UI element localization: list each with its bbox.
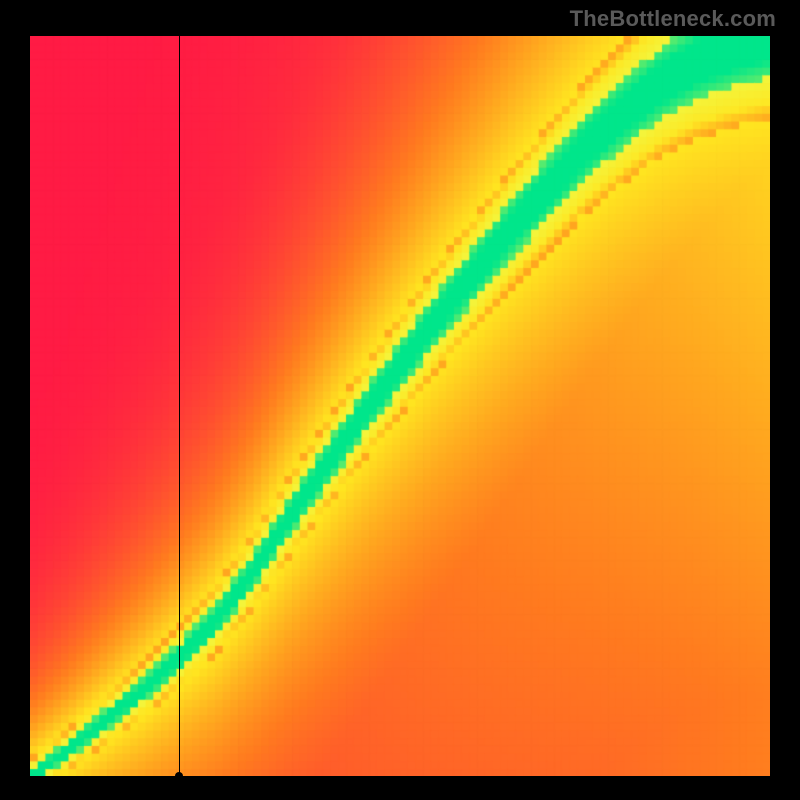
watermark-text: TheBottleneck.com [570, 6, 776, 32]
crosshair-vertical [179, 36, 180, 776]
heatmap-canvas [30, 36, 770, 776]
marker-point [175, 772, 183, 780]
plot-area [30, 36, 770, 776]
figure-container: TheBottleneck.com [0, 0, 800, 800]
